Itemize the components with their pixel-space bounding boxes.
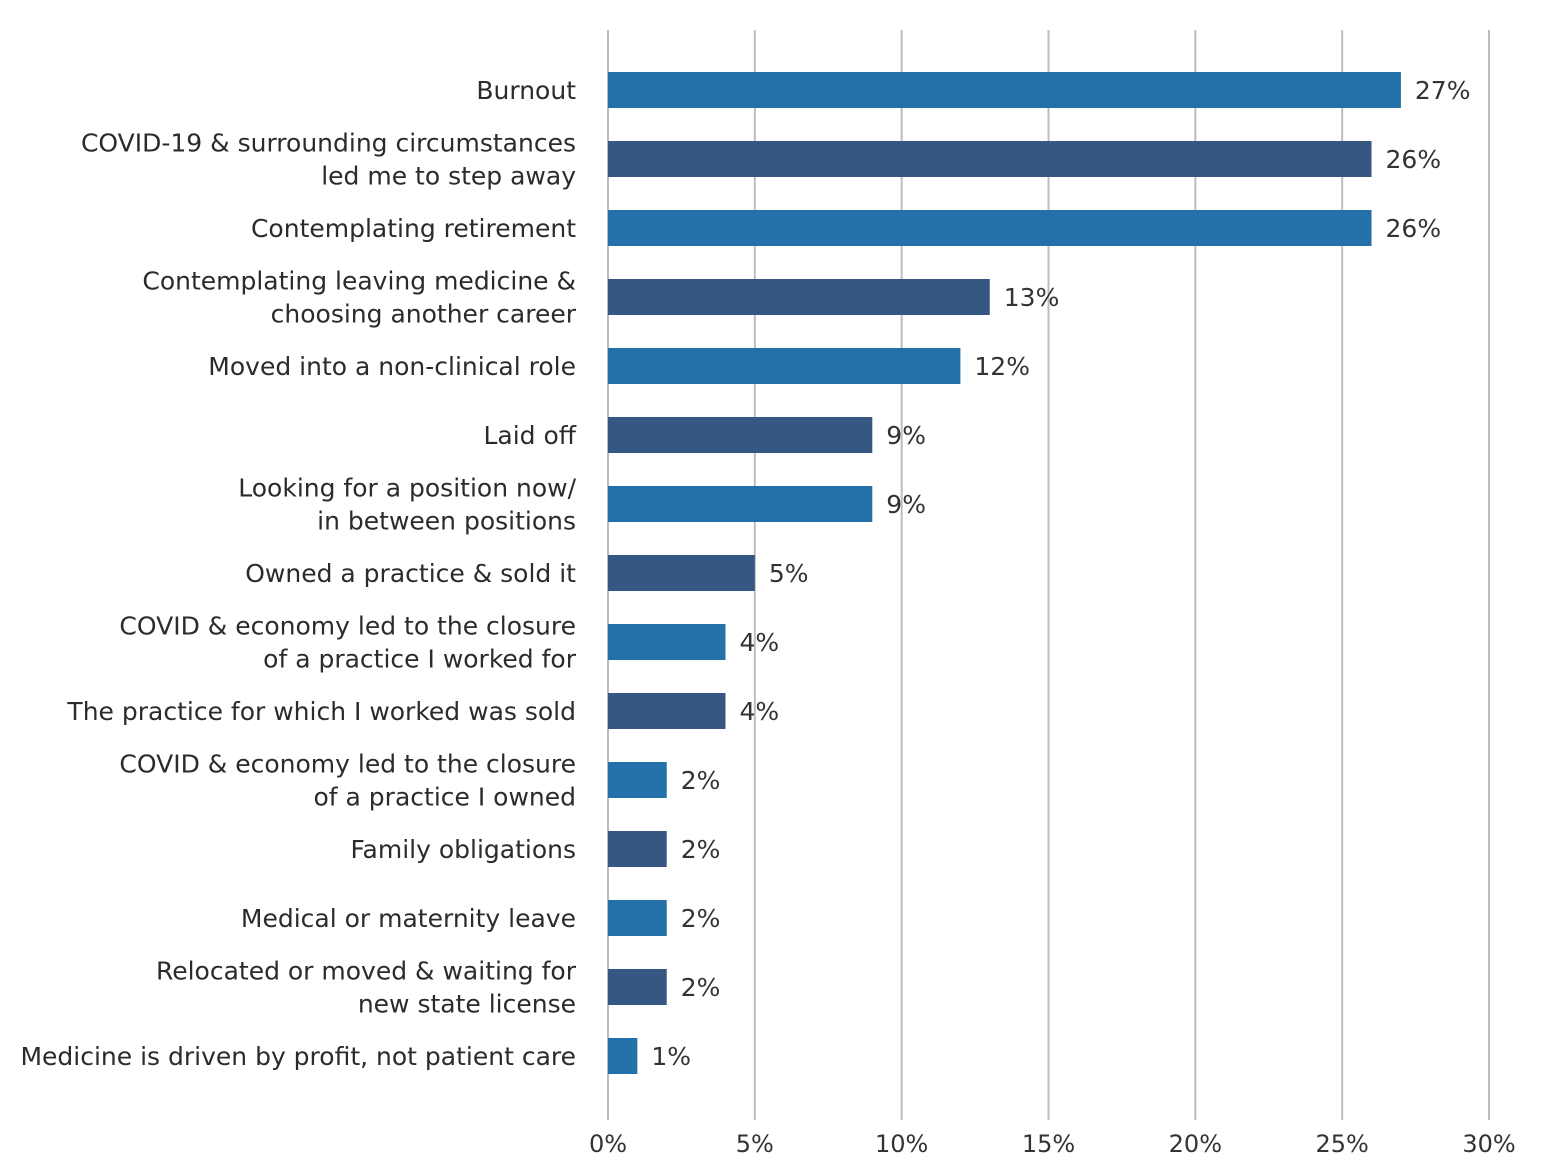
bars: [608, 72, 1401, 1074]
x-tick-label: 30%: [1462, 1130, 1515, 1158]
category-label: in between positions: [317, 507, 576, 536]
x-tick-label: 15%: [1022, 1130, 1075, 1158]
category-label: COVID & economy led to the closure: [119, 750, 576, 779]
x-axis-tick-labels: 0% 5% 10% 15% 20% 25% 30%: [589, 1130, 1516, 1158]
value-label: 27%: [1415, 76, 1471, 105]
value-label: 2%: [681, 973, 721, 1002]
category-label: Owned a practice & sold it: [245, 559, 576, 588]
category-label: led me to step away: [321, 162, 576, 191]
category-label: Looking for a position now/: [238, 474, 576, 503]
x-tick-label: 0%: [589, 1130, 627, 1158]
category-label: choosing another career: [271, 300, 577, 329]
value-label: 2%: [681, 835, 721, 864]
value-label: 4%: [739, 697, 779, 726]
category-label: Contemplating leaving medicine &: [142, 267, 576, 296]
bar: [608, 693, 726, 729]
category-label: COVID-19 & surrounding circumstances: [81, 129, 576, 158]
value-label: 26%: [1386, 145, 1442, 174]
category-label: Burnout: [476, 76, 576, 105]
value-label: 4%: [739, 628, 779, 657]
category-label: of a practice I worked for: [263, 645, 577, 674]
bar: [608, 348, 961, 384]
value-label: 5%: [769, 559, 809, 588]
value-label: 9%: [886, 421, 926, 450]
category-label: Family obligations: [350, 835, 576, 864]
x-tick-label: 20%: [1169, 1130, 1222, 1158]
bar: [608, 486, 873, 522]
bar: [608, 417, 873, 453]
bar: [608, 624, 726, 660]
bar: [608, 1038, 638, 1074]
x-tick-label: 25%: [1315, 1130, 1368, 1158]
bar: [608, 762, 667, 798]
category-label: Medicine is driven by profit, not patien…: [20, 1042, 576, 1071]
value-label: 2%: [681, 766, 721, 795]
bar: [608, 831, 667, 867]
value-labels: 27% 26% 26% 13% 12% 9% 9% 5% 4% 4% 2% 2% 2% 2% 1%: [651, 76, 1470, 1071]
bar: [608, 72, 1401, 108]
category-label: new state license: [358, 990, 576, 1019]
bar: [608, 969, 667, 1005]
category-label: Laid off: [483, 421, 576, 450]
value-label: 2%: [681, 904, 721, 933]
x-tick-label: 10%: [875, 1130, 928, 1158]
value-label: 26%: [1386, 214, 1442, 243]
bar: [608, 900, 667, 936]
bar: [608, 279, 990, 315]
value-label: 13%: [1004, 283, 1060, 312]
category-labels: Burnout COVID-19 & surrounding circumstan…: [20, 76, 576, 1071]
category-label: Medical or maternity leave: [241, 904, 576, 933]
category-label: of a practice I owned: [314, 783, 577, 812]
x-tick-label: 5%: [736, 1130, 774, 1158]
bar: [608, 555, 755, 591]
bar: [608, 141, 1372, 177]
category-label: Moved into a non-clinical role: [208, 352, 576, 381]
category-label: The practice for which I worked was sold: [66, 697, 576, 726]
category-label: Contemplating retirement: [251, 214, 576, 243]
value-label: 9%: [886, 490, 926, 519]
category-label: COVID & economy led to the closure: [119, 612, 576, 641]
value-label: 1%: [651, 1042, 691, 1071]
value-label: 12%: [974, 352, 1030, 381]
bar: [608, 210, 1372, 246]
category-label: Relocated or moved & waiting for: [156, 957, 577, 986]
